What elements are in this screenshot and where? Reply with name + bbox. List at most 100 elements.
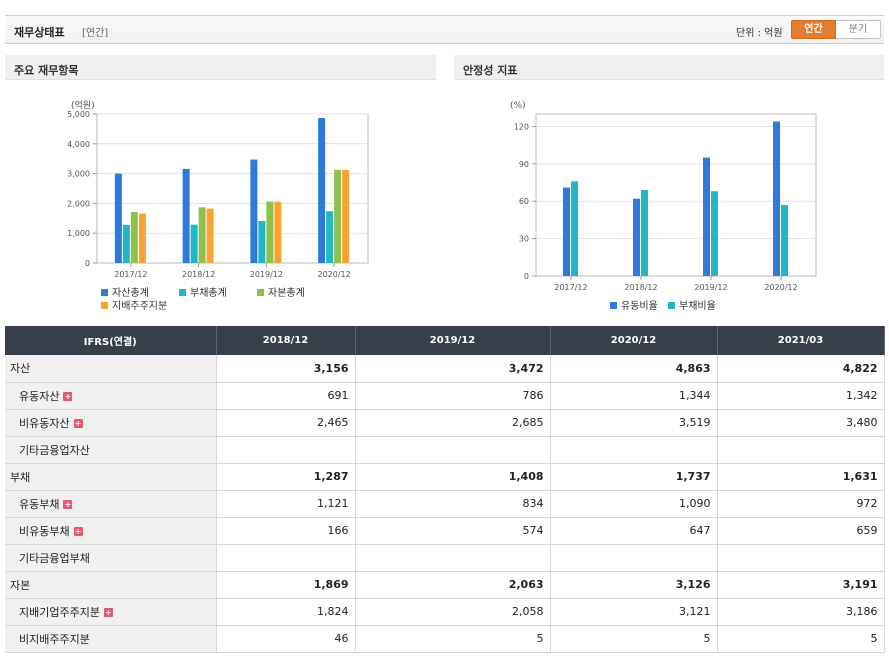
value-cell: 972 — [717, 490, 885, 518]
table-header-cell: IFRS(연결) — [5, 326, 217, 355]
value-cell: 2,465 — [216, 409, 356, 437]
value-cell — [717, 544, 885, 572]
value-cell: 1,342 — [717, 382, 885, 410]
value-cell: 46 — [216, 625, 356, 653]
bar — [334, 169, 342, 263]
row-label-cell: 기타금융업부채 — [5, 544, 217, 572]
value-cell: 647 — [550, 517, 718, 545]
table-row: 비유동부채 +166 574 647 659 — [5, 517, 885, 545]
table-row: 유동부채 +1,121 834 1,090 972 — [5, 490, 885, 518]
y-tick-label: 0 — [524, 272, 529, 281]
value-cell — [550, 544, 718, 572]
bar — [563, 187, 570, 276]
value-cell: 3,126 — [550, 571, 718, 599]
row-label-cell: 유동자산 + — [5, 382, 217, 410]
bar — [182, 168, 190, 263]
y-unit-label: (%) — [510, 101, 526, 111]
statement-header-bar: 재무상태표 [연간] 단위 : 억원 연간 분기 — [5, 15, 884, 44]
y-tick-label: 4,000 — [67, 140, 90, 149]
statement-period-label: [연간] — [82, 28, 109, 39]
stability-panel-header: 안정성 지표 — [454, 55, 884, 80]
value-cell: 5 — [550, 625, 718, 653]
row-label-cell: 자산 — [5, 355, 217, 383]
row-label-cell: 부채 — [5, 463, 217, 491]
row-label: 지배기업주주지분 — [19, 605, 100, 619]
value-cell — [355, 544, 551, 572]
value-cell: 1,631 — [717, 463, 885, 491]
row-label-cell: 비유동부채 + — [5, 517, 217, 545]
y-tick-label: 30 — [519, 235, 529, 244]
y-tick-label: 90 — [519, 160, 529, 169]
value-cell: 786 — [355, 382, 551, 410]
bar — [773, 121, 780, 276]
row-label-cell: 비유동자산 + — [5, 409, 217, 437]
annual-toggle-button[interactable]: 연간 — [791, 20, 836, 39]
bar — [198, 207, 206, 263]
stability-chart: (%) 0 30 60 90 120 2017/12 2018/12 2019/12 2020/1… — [510, 101, 817, 312]
expand-plus-icon[interactable]: + — [103, 607, 113, 617]
row-label: 자본 — [10, 578, 31, 592]
expand-plus-icon[interactable]: + — [73, 418, 83, 428]
legend-swatch — [101, 289, 108, 296]
table-row: 부채 1,287 1,408 1,737 1,631 — [5, 463, 885, 491]
value-cell — [717, 436, 885, 464]
period-toggle: 연간 분기 — [791, 20, 881, 39]
value-cell: 691 — [216, 382, 356, 410]
value-cell: 5 — [717, 625, 885, 653]
quarter-toggle-button[interactable]: 분기 — [836, 20, 881, 39]
value-cell — [355, 436, 551, 464]
x-tick-label: 2020/12 — [318, 270, 351, 279]
bar — [633, 198, 640, 276]
x-tick-label: 2020/12 — [764, 283, 797, 292]
expand-plus-icon[interactable]: + — [63, 499, 73, 509]
x-tick-label: 2019/12 — [694, 283, 727, 292]
table-header-cell: 2020/12 — [550, 326, 718, 355]
legend-label: 유동비율 — [621, 300, 658, 312]
statement-title: 재무상태표 — [14, 26, 65, 39]
x-tick-label: 2018/12 — [624, 283, 657, 292]
bar — [266, 201, 274, 263]
value-cell: 3,121 — [550, 598, 718, 626]
bar — [781, 204, 788, 276]
bar — [258, 221, 266, 263]
x-tick-label: 2017/12 — [554, 283, 587, 292]
row-label-cell: 유동부채 + — [5, 490, 217, 518]
value-cell: 1,344 — [550, 382, 718, 410]
row-label-cell: 자본 — [5, 571, 217, 599]
value-cell: 834 — [355, 490, 551, 518]
value-cell: 166 — [216, 517, 356, 545]
bar — [114, 173, 122, 263]
expand-plus-icon[interactable]: + — [73, 526, 83, 536]
row-label-cell: 비지배주주지분 — [5, 625, 217, 653]
legend-swatch — [179, 289, 186, 296]
legend-swatch — [668, 302, 675, 309]
y-tick-label: 1,000 — [67, 229, 90, 238]
legend-swatch — [257, 289, 264, 296]
bar — [190, 224, 198, 263]
value-cell: 1,869 — [216, 571, 356, 599]
legend-label: 부채비율 — [679, 300, 716, 312]
value-cell: 2,063 — [355, 571, 551, 599]
y-unit-label: (억원) — [71, 99, 95, 111]
major-items-panel-title: 주요 재무항목 — [14, 64, 79, 77]
row-label: 비유동자산 — [19, 416, 70, 430]
value-cell: 574 — [355, 517, 551, 545]
table-header-cell: 2018/12 — [216, 326, 356, 355]
value-cell: 1,287 — [216, 463, 356, 491]
expand-plus-icon[interactable]: + — [63, 391, 73, 401]
x-tick-label: 2017/12 — [114, 270, 147, 279]
legend-swatch — [101, 302, 108, 309]
table-row: 자산 3,156 3,472 4,863 4,822 — [5, 355, 885, 383]
table-header-cell: 2021/03 — [717, 326, 885, 355]
value-cell: 1,737 — [550, 463, 718, 491]
bar — [250, 159, 258, 263]
table-row: 유동자산 +691 786 1,344 1,342 — [5, 382, 885, 410]
row-label: 비유동부채 — [19, 524, 70, 538]
bar — [274, 201, 282, 263]
value-cell: 2,685 — [355, 409, 551, 437]
legend-label: 지배주주지분 — [112, 300, 167, 312]
y-tick-label: 60 — [519, 197, 529, 206]
value-cell: 1,121 — [216, 490, 356, 518]
table-row: 자본 1,869 2,063 3,126 3,191 — [5, 571, 885, 599]
major-items-chart: (억원) 0 1,000 2,000 3,000 4,000 5,000 2017/12 201… — [67, 99, 369, 312]
